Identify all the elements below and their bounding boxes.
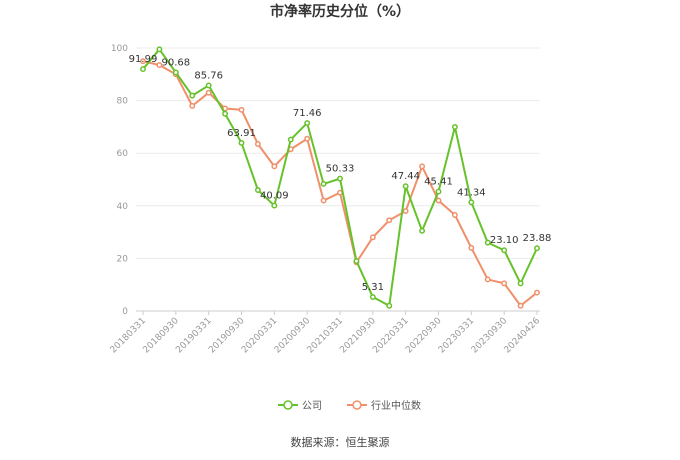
y-tick-label: 60	[117, 149, 129, 159]
data-point-industry-median	[451, 212, 458, 218]
chart-title: 市净率历史分位（%）	[270, 3, 410, 20]
data-label: 50.33	[326, 164, 355, 175]
data-label: 45.41	[424, 177, 453, 188]
data-point-company	[304, 120, 311, 127]
data-point-industry-median	[254, 141, 261, 147]
legend-marker-icon	[283, 400, 293, 410]
y-tick-label: 20	[117, 254, 129, 264]
data-point-industry-median	[304, 135, 311, 142]
data-point-company	[435, 188, 442, 195]
grid-layer	[136, 47, 540, 312]
y-tick-label: 0	[122, 307, 128, 317]
data-point-company	[468, 199, 475, 206]
y-tick-label: 80	[117, 97, 129, 107]
legend-label: 行业中位数	[371, 399, 421, 412]
data-point-industry-median	[156, 62, 163, 69]
data-point-company	[369, 294, 376, 300]
data-point-company	[337, 175, 343, 182]
data-point-company	[451, 123, 458, 130]
data-label: 23.10	[490, 235, 519, 246]
data-point-company	[320, 181, 327, 187]
data-point-industry-median	[484, 276, 491, 283]
data-point-company	[484, 239, 491, 246]
data-point-company	[156, 46, 163, 53]
data-point-company	[205, 82, 212, 89]
data-point-company	[238, 139, 245, 146]
data-point-company	[419, 227, 426, 234]
data-point-company	[501, 247, 508, 254]
data-point-company	[271, 202, 278, 209]
data-label: 90.68	[162, 58, 191, 69]
data-label: 41.34	[457, 187, 486, 198]
x-tick-label: 20240426	[503, 316, 543, 356]
legend-item-company[interactable]: 公司	[278, 400, 322, 412]
data-point-industry-median	[369, 234, 376, 241]
data-point-company	[402, 183, 409, 190]
data-point-industry-median	[534, 289, 540, 296]
data-label: 40.09	[260, 191, 289, 202]
data-point-industry-median	[320, 197, 327, 204]
data-point-company	[189, 92, 196, 99]
data-point-industry-median	[501, 280, 508, 287]
data-point-company	[386, 302, 393, 309]
data-point-company	[534, 245, 540, 252]
data-point-industry-median	[517, 302, 524, 309]
data-point-company	[517, 280, 524, 287]
data-point-company	[172, 69, 179, 76]
data-point-industry-median	[189, 102, 196, 109]
legend-label: 公司	[302, 401, 322, 412]
data-label: 63.91	[227, 128, 256, 139]
data-point-industry-median	[468, 244, 475, 251]
data-point-company	[140, 66, 146, 73]
y-tick-label: 100	[111, 44, 128, 54]
data-label: 85.76	[194, 70, 223, 81]
data-point-industry-median	[238, 106, 245, 113]
data-point-company	[287, 136, 294, 143]
data-point-industry-median	[419, 163, 426, 170]
y-tick-label: 40	[117, 202, 129, 212]
legend-marker-icon	[352, 400, 362, 410]
legend-item-industry-median[interactable]: 行业中位数	[347, 399, 421, 412]
series-layer	[140, 46, 540, 309]
data-label: 5.31	[362, 282, 384, 293]
data-point-industry-median	[402, 208, 409, 215]
data-point-company	[254, 187, 261, 193]
legend[interactable]: 公司 行业中位数	[278, 399, 421, 412]
data-label: 91.99	[129, 54, 158, 65]
data-label: 23.88	[523, 233, 552, 244]
data-point-industry-median	[386, 217, 393, 224]
data-point-industry-median	[140, 58, 146, 65]
data-label: 71.46	[293, 108, 322, 119]
data-point-industry-median	[205, 89, 212, 96]
data-point-industry-median	[435, 197, 442, 204]
data-point-industry-median	[271, 163, 278, 170]
data-source-note: 数据来源：恒生聚源	[291, 435, 390, 449]
data-point-company	[222, 110, 229, 117]
data-point-company	[353, 258, 360, 264]
data-label: 47.44	[391, 171, 420, 182]
